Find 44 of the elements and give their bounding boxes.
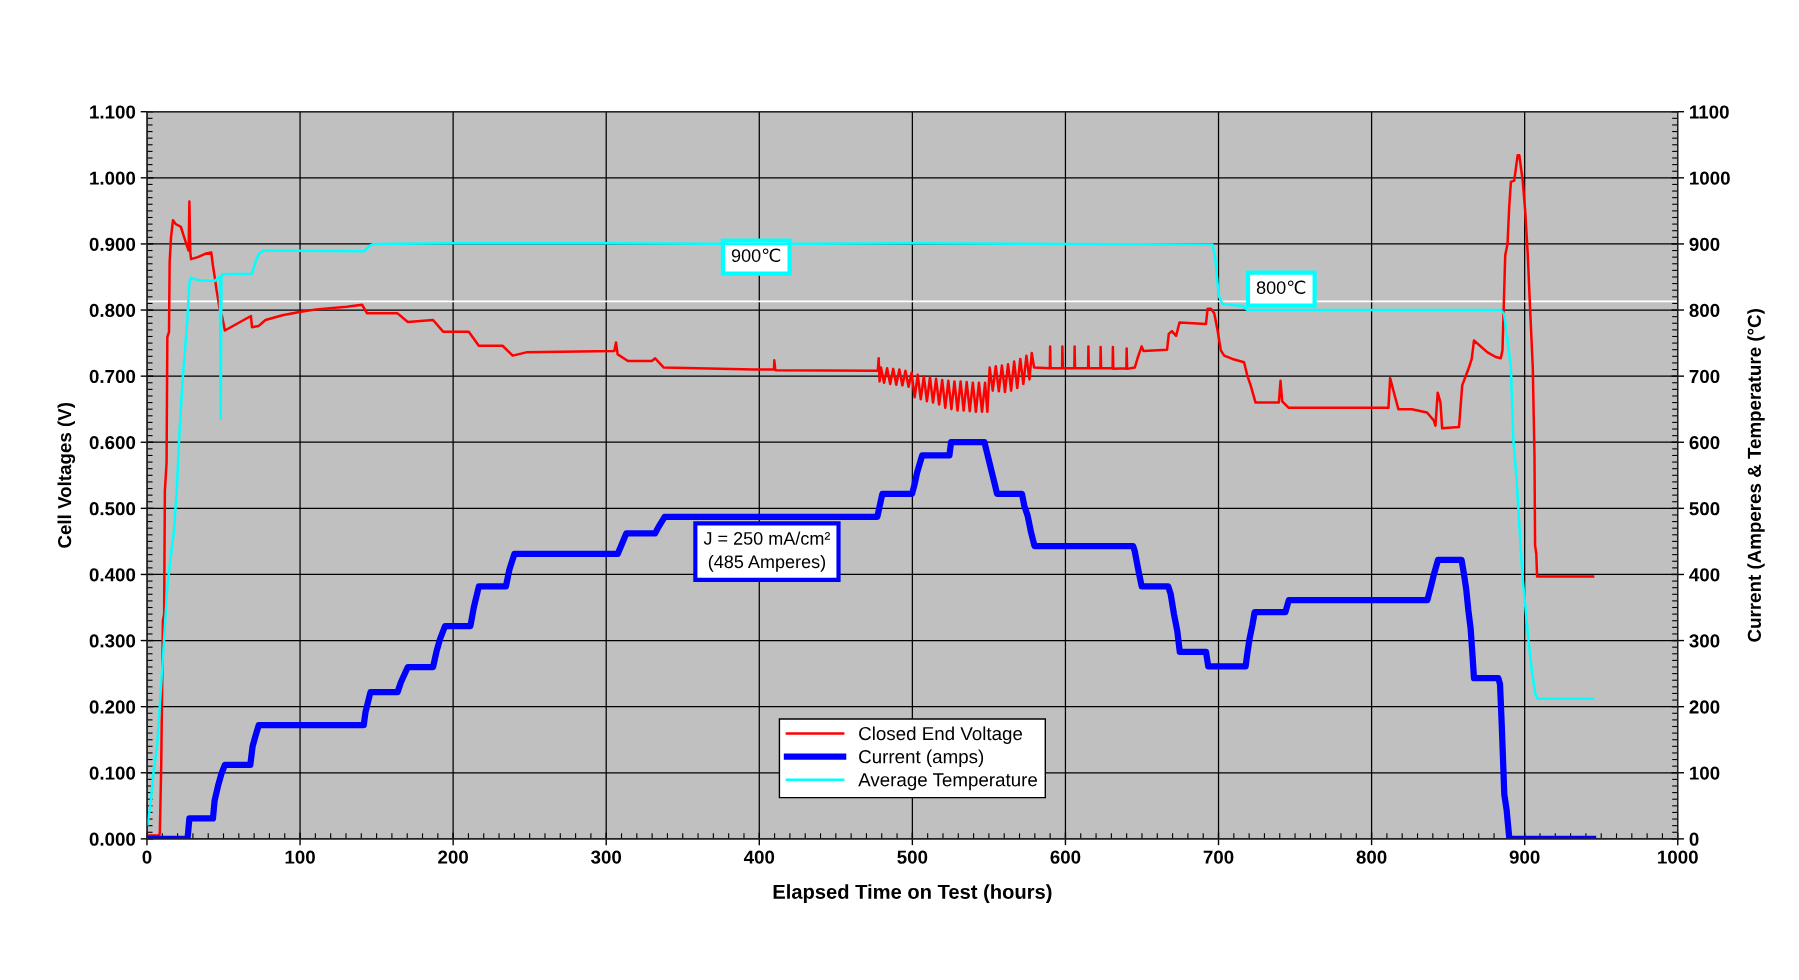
legend-label: Average Temperature <box>858 773 1037 791</box>
legend-label: Closed End Voltage <box>859 726 1023 744</box>
y2-axis-title: Current (Amperes & Temperature (°C) <box>1747 309 1765 642</box>
y-tick-label: 0.800 <box>89 303 136 318</box>
annotation: J = 250 mA/cm² (485 Amperes) <box>703 531 831 572</box>
y-tick-label: 0.400 <box>89 568 136 582</box>
annotation: 800℃ <box>1256 280 1306 295</box>
y-tick-label: 0.700 <box>89 369 136 384</box>
x-tick-label: 300 <box>591 850 622 864</box>
x-tick-label: 800 <box>1356 850 1387 864</box>
y2-tick-label: 800 <box>1689 303 1720 318</box>
x-tick-label: 400 <box>743 850 775 864</box>
y2-tick-label: 1000 <box>1690 171 1730 185</box>
x-tick-label: 1000 <box>1658 850 1698 864</box>
y-tick-label: 0.300 <box>89 634 136 648</box>
y2-tick-label: 200 <box>1689 700 1720 714</box>
x-tick-label: 600 <box>1050 850 1081 864</box>
y-tick-label: 1.100 <box>90 105 136 119</box>
y2-tick-label: 0 <box>1689 832 1699 846</box>
y2-tick-label: 300 <box>1689 634 1720 648</box>
y-tick-label: 0.600 <box>89 435 136 450</box>
y-tick-label: 0.900 <box>89 237 136 251</box>
y-axis-title: Cell Voltages (V) <box>57 402 76 548</box>
y-tick-label: 1.000 <box>90 171 136 185</box>
legend-label: Current (amps) <box>859 749 984 768</box>
y2-tick-label: 400 <box>1689 568 1720 582</box>
y2-tick-label: 500 <box>1689 502 1720 516</box>
y2-tick-label: 900 <box>1689 237 1720 251</box>
annotation: 900℃ <box>731 248 781 263</box>
y2-tick-label: 100 <box>1690 766 1720 780</box>
y2-tick-label: 700 <box>1689 369 1720 384</box>
x-tick-label: 100 <box>285 850 315 864</box>
y2-tick-label: 600 <box>1689 435 1720 450</box>
x-tick-label: 200 <box>438 850 469 864</box>
y2-tick-label: 1100 <box>1690 105 1729 119</box>
y-tick-label: 0.000 <box>89 832 136 846</box>
y-tick-label: 0.500 <box>89 502 136 516</box>
x-tick-label: 500 <box>897 850 928 864</box>
x-tick-label: 700 <box>1203 850 1234 864</box>
x-tick-label: 900 <box>1509 850 1540 864</box>
x-tick-label: 0 <box>142 850 152 864</box>
y-tick-label: 0.200 <box>89 700 136 714</box>
y-tick-label: 0.100 <box>89 766 136 780</box>
x-axis-title: Elapsed Time on Test (hours) <box>773 884 1052 903</box>
